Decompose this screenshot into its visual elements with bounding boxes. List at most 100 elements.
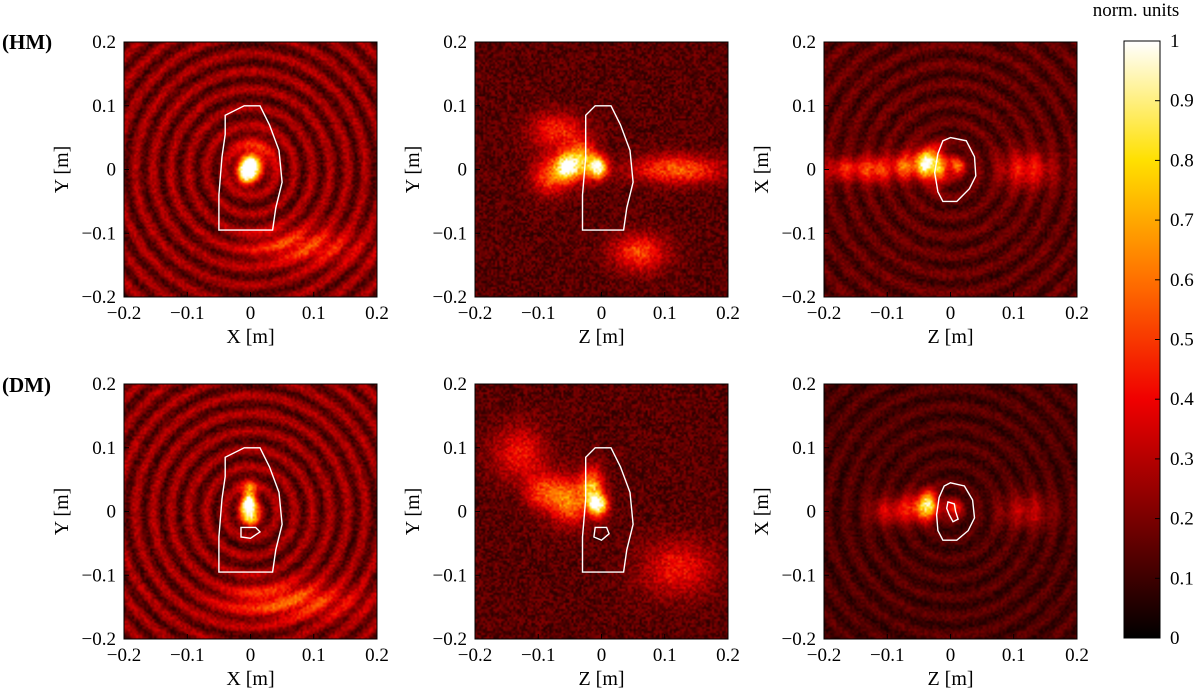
x-tick-label: −0.2 — [807, 645, 841, 666]
x-tick-label: 0.1 — [302, 645, 326, 666]
x-tick-label: 0.1 — [302, 303, 326, 324]
y-axis-label: Y [m] — [402, 146, 424, 194]
x-tick-label: 0.2 — [365, 645, 389, 666]
y-tick-label: 0 — [807, 502, 817, 523]
y-tick-label: 0 — [807, 160, 817, 181]
heatmap-image — [475, 42, 728, 297]
colorbar-tick-label: 0 — [1170, 628, 1180, 649]
y-tick-label: 0.1 — [792, 96, 816, 117]
contour-line — [945, 500, 959, 523]
panel-5: −0.2 −0.1 0 0.1 0.2 −0.2 −0.1 0 0.1 0.2 Z [m] Y [m] — [402, 374, 740, 690]
colorbar-gradient — [1123, 40, 1161, 639]
x-tick-label: 0 — [246, 303, 256, 324]
y-tick-label: 0.1 — [92, 438, 116, 459]
y-axis-label: Y [m] — [402, 488, 424, 536]
y-tick-label: 0 — [107, 502, 117, 523]
x-tick-label: 0.2 — [1065, 303, 1089, 324]
y-tick-label: −0.1 — [433, 223, 467, 244]
x-tick-label: 0.2 — [1065, 645, 1089, 666]
x-tick-label: −0.1 — [521, 645, 555, 666]
panel-2: −0.2 −0.1 0 0.1 0.2 −0.2 −0.1 0 0.1 0.2 Z [m] Y [m] — [402, 32, 740, 348]
x-axis-label: Z [m] — [578, 326, 624, 348]
colorbar-title: norm. units — [1093, 0, 1180, 21]
x-tick-label: −0.1 — [170, 303, 204, 324]
y-tick-label: 0.1 — [92, 96, 116, 117]
x-axis-label: X [m] — [226, 326, 274, 348]
colorbar-tick-label: 0.7 — [1170, 210, 1194, 231]
x-tick-label: 0 — [946, 645, 956, 666]
row-label-dm: (DM) — [2, 373, 51, 397]
y-axis-label: Y [m] — [51, 488, 73, 536]
y-axis-label: X [m] — [751, 487, 773, 535]
contour-line — [581, 105, 634, 231]
x-tick-label: 0 — [946, 303, 956, 324]
heatmap-image — [124, 42, 377, 297]
y-tick-label: 0.2 — [92, 374, 116, 395]
colorbar-tick-label: 1 — [1170, 31, 1180, 52]
contour-line — [593, 526, 610, 542]
x-tick-label: −0.2 — [458, 645, 492, 666]
x-axis-label: Z [m] — [927, 668, 973, 690]
y-tick-label: 0 — [458, 160, 468, 181]
colorbar-tick-label: 0.3 — [1170, 449, 1194, 470]
heatmap-image — [824, 384, 1077, 639]
colorbar-tick-label: 0.2 — [1170, 509, 1194, 530]
colorbar-tick-label: 0.4 — [1170, 389, 1194, 410]
y-tick-label: −0.1 — [782, 565, 816, 586]
heatmap-panels: −0.2 −0.1 0 0.1 0.2 −0.2 −0.1 0 0.1 0.2 X [m] Y [m]… — [51, 32, 1089, 690]
panel-4: −0.2 −0.1 0 0.1 0.2 −0.2 −0.1 0 0.1 0.2 X [m] Y [m] — [51, 374, 389, 690]
colorbar-tick-label: 0.6 — [1170, 270, 1194, 291]
contour-line — [935, 482, 976, 541]
contour-line — [218, 447, 283, 573]
x-tick-label: 0.1 — [653, 303, 677, 324]
y-tick-label: 0.2 — [443, 32, 467, 53]
panel-3: −0.2 −0.1 0 0.1 0.2 −0.2 −0.1 0 0.1 0.2 Z [m] X [m] — [751, 32, 1089, 348]
x-tick-label: 0.2 — [365, 303, 389, 324]
x-tick-label: 0.1 — [653, 645, 677, 666]
x-tick-label: 0 — [597, 645, 607, 666]
colorbar-tick-label: 0.1 — [1170, 568, 1194, 589]
x-tick-label: 0.2 — [716, 303, 740, 324]
y-tick-label: 0 — [458, 502, 468, 523]
y-tick-label: 0.1 — [443, 96, 467, 117]
colorbar-tick-label: 0.5 — [1170, 330, 1194, 351]
y-tick-label: 0.2 — [92, 32, 116, 53]
x-tick-label: −0.2 — [107, 645, 141, 666]
x-tick-label: −0.2 — [107, 303, 141, 324]
y-tick-label: −0.1 — [782, 223, 816, 244]
heatmap-image — [824, 42, 1077, 297]
contour-line — [933, 136, 977, 203]
y-tick-label: −0.1 — [82, 223, 116, 244]
x-tick-label: −0.1 — [521, 303, 555, 324]
y-tick-label: 0.1 — [443, 438, 467, 459]
colorbar-tick-label: 0.9 — [1170, 91, 1194, 112]
panel-6: −0.2 −0.1 0 0.1 0.2 −0.2 −0.1 0 0.1 0.2 Z [m] X [m] — [751, 374, 1089, 690]
y-tick-label: −0.2 — [82, 629, 116, 650]
colorbar-tick-label: 0.8 — [1170, 150, 1194, 171]
x-tick-label: −0.2 — [807, 303, 841, 324]
x-axis-label: Z [m] — [927, 326, 973, 348]
panel-1: −0.2 −0.1 0 0.1 0.2 −0.2 −0.1 0 0.1 0.2 X [m] Y [m] — [51, 32, 389, 348]
x-tick-label: −0.2 — [458, 303, 492, 324]
x-tick-label: 0.2 — [716, 645, 740, 666]
x-tick-label: −0.1 — [870, 303, 904, 324]
x-tick-label: −0.1 — [170, 645, 204, 666]
x-axis-label: Z [m] — [578, 668, 624, 690]
y-tick-label: 0.2 — [792, 32, 816, 53]
y-tick-label: −0.2 — [82, 287, 116, 308]
y-tick-label: 0.1 — [792, 438, 816, 459]
y-axis-label: Y [m] — [51, 146, 73, 194]
colorbar: norm. units 0 0.1 0.2 0.3 0.4 0.5 0.6 0.7 0.8 0.9… — [1093, 0, 1195, 649]
x-tick-label: 0.1 — [1002, 645, 1026, 666]
x-tick-label: 0.1 — [1002, 303, 1026, 324]
x-tick-label: 0 — [246, 645, 256, 666]
y-axis-label: X [m] — [751, 145, 773, 193]
y-tick-label: −0.1 — [82, 565, 116, 586]
y-tick-label: −0.1 — [433, 565, 467, 586]
x-axis-label: X [m] — [226, 668, 274, 690]
contour-line — [581, 447, 634, 573]
contour-line — [218, 105, 283, 231]
y-tick-label: 0.2 — [792, 374, 816, 395]
y-tick-label: 0 — [107, 160, 117, 181]
